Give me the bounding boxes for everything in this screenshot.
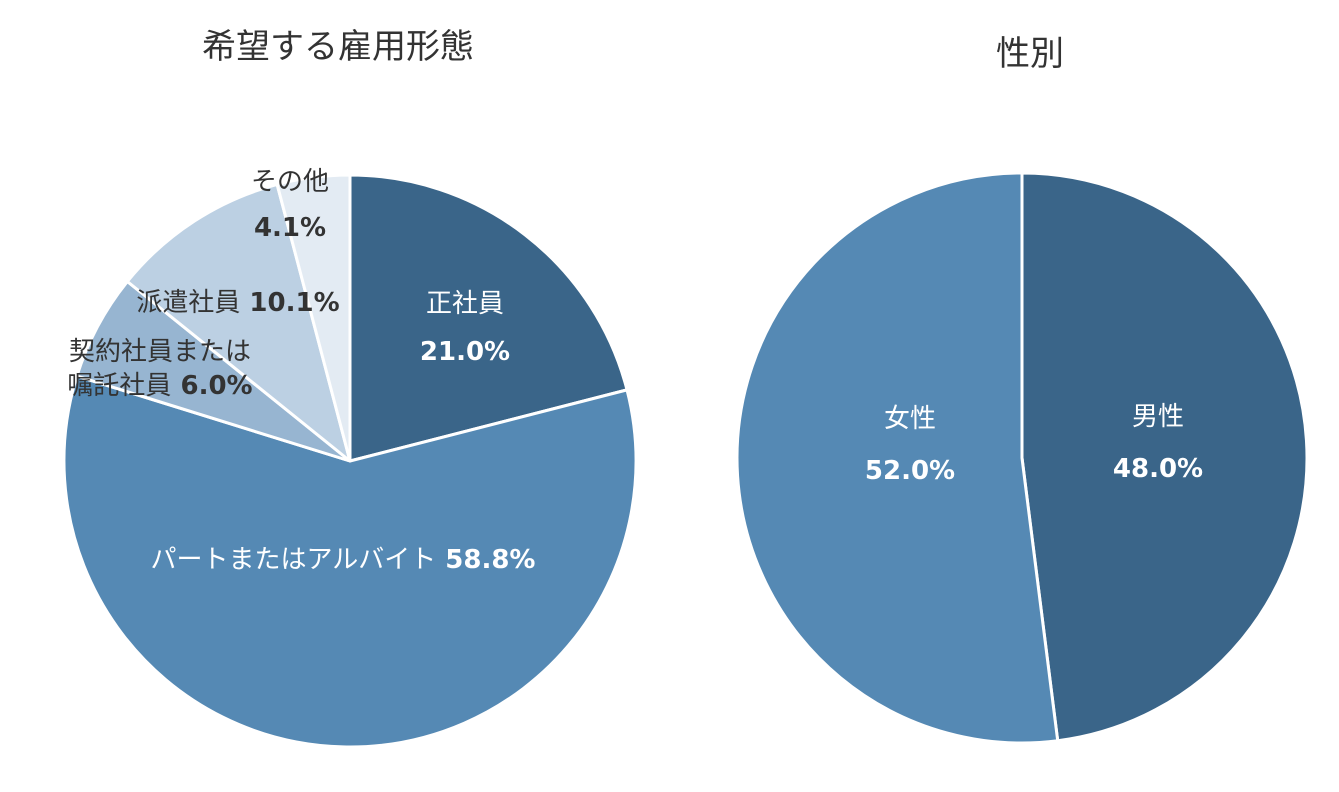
slice-keiyaku-shokutaku-label-line-0: 契約社員または [69,337,251,367]
slice-female-label: 女性 [884,404,936,434]
slice-seishain [348,173,629,463]
slice-male [1020,171,1309,743]
slice-sonota-label: その他 [251,167,329,197]
employment-type-slices [62,173,638,749]
gender-labels: 男性 48.0% 女性 52.0% [865,402,1203,486]
slice-keiyaku-shokutaku-value: 6.0% [171,371,252,401]
slice-male-value: 48.0% [1113,454,1203,484]
slice-keiyaku-shokutaku-label-last: 嘱託社員 [67,371,171,401]
slice-haken-label-line: 派遣社員 10.1% [136,288,339,318]
gender-title: 性別 [996,34,1064,74]
slice-keiyaku-shokutaku-label-line-1: 嘱託社員 6.0% [67,371,252,401]
employment-type-title: 希望する雇用形態 [202,27,474,67]
gender-slices [735,171,1309,745]
slice-part-arubaito [62,374,638,749]
slice-seishain-label: 正社員 [426,289,504,319]
slice-female-value: 52.0% [865,456,955,486]
slice-part-arubaito-label-line: パートまたはアルバイト 58.8% [150,545,535,575]
slice-male-label: 男性 [1132,402,1184,432]
slice-sonota [275,173,352,463]
slice-seishain-value: 21.0% [420,337,510,367]
slice-part-arubaito-value: 58.8% [436,545,535,575]
employment-type-pie: 希望する雇用形態 正社員 21.0% パートまたはアルバイト 58.8% 契約社員また… [62,27,638,749]
slice-sonota-value: 4.1% [254,213,326,243]
slice-haken-label: 派遣社員 [136,288,240,318]
slice-female [735,171,1060,745]
slice-haken-value: 10.1% [240,288,339,318]
gender-pie: 性別 男性 48.0% 女性 52.0% [735,34,1309,745]
slice-part-arubaito-label: パートまたはアルバイト [150,545,436,575]
